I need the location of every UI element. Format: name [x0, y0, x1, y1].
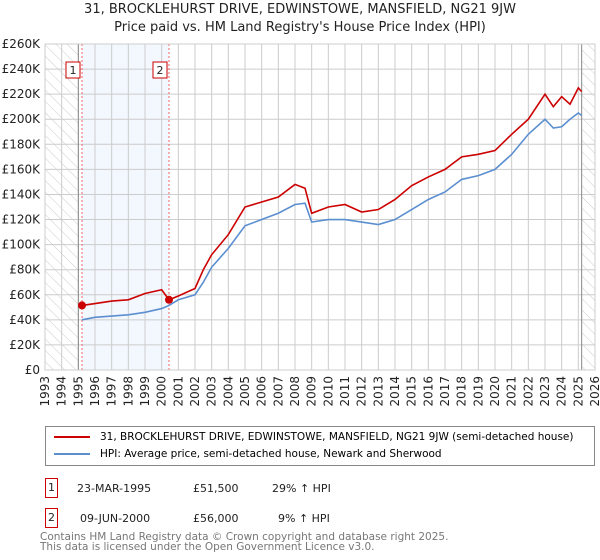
sale-flag-box [152, 61, 168, 79]
x-tick-label: 2016 [421, 376, 435, 407]
x-tick-label: 2022 [521, 376, 535, 407]
y-tick-label: £20K [9, 338, 41, 352]
legend: 31, BROCKLEHURST DRIVE, EDWINSTOWE, MANS… [45, 426, 595, 466]
x-tick-label: 2017 [438, 376, 452, 407]
post-data-hatch [581, 44, 595, 370]
x-tick-label: 2010 [321, 376, 335, 407]
sale-point [78, 301, 86, 310]
x-tick-label: 2012 [355, 376, 369, 407]
y-tick-label: £0 [25, 363, 40, 377]
legend-swatch-hpi [54, 453, 90, 455]
chart-subtitle: Price paid vs. HM Land Registry's House … [114, 20, 486, 35]
x-tick-label: 2014 [388, 376, 402, 407]
footer-copyright: Contains HM Land Registry data © Crown c… [40, 531, 449, 543]
x-tick-label: 2001 [171, 376, 185, 407]
x-tick-label: 2026 [588, 376, 600, 407]
sale-marker-label: 2 [45, 508, 58, 528]
x-tick-label: 2013 [371, 376, 385, 407]
chart-title: 31, BROCKLEHURST DRIVE, EDWINSTOWE, MANS… [84, 2, 516, 17]
y-tick-label: £200K [2, 112, 42, 126]
x-tick-label: 1998 [121, 376, 135, 407]
sale-date: 23-MAR-1995 [77, 482, 152, 495]
x-tick-label: 2025 [571, 376, 585, 407]
sale-price: £51,500 [193, 482, 239, 495]
legend-swatch-property [54, 436, 90, 438]
x-tick-label: 2006 [255, 376, 269, 407]
x-tick-label: 1996 [88, 376, 102, 407]
y-tick-label: £60K [9, 288, 41, 302]
sale-price: £56,000 [193, 512, 239, 525]
x-tick-label: 1993 [38, 376, 52, 407]
legend-label-hpi: HPI: Average price, semi-detached house,… [100, 448, 442, 460]
x-tick-label: 1995 [71, 376, 85, 407]
x-tick-label: 2003 [205, 376, 219, 407]
sale-flag-label: 2 [157, 64, 164, 77]
sale-hpi-diff: 9% ↑ HPI [278, 512, 330, 525]
y-tick-label: £100K [2, 238, 42, 252]
y-tick-label: £220K [2, 87, 42, 101]
x-tick-label: 1999 [138, 376, 152, 407]
y-tick-label: £140K [2, 187, 42, 201]
x-tick-label: 2002 [188, 376, 202, 407]
sale-hpi-diff: 29% ↑ HPI [272, 482, 331, 495]
sale-marker-label: 1 [45, 478, 58, 498]
x-tick-label: 2020 [488, 376, 502, 407]
x-tick-label: 1994 [55, 376, 69, 407]
x-tick-label: 2018 [455, 376, 469, 407]
sale-flag-label: 1 [70, 64, 77, 77]
plot-border [44, 43, 596, 371]
x-tick-label: 2009 [305, 376, 319, 407]
x-tick-label: 2008 [288, 376, 302, 407]
plot-area: 1993 1994 1995 1996 1997 1998 1999 2000 2001 2002… [2, 37, 600, 407]
x-tick-label: 2021 [505, 376, 519, 407]
y-tick-label: £240K [2, 62, 42, 76]
x-tick-label: 1997 [105, 376, 119, 407]
x-tick-label: 2023 [538, 376, 552, 407]
x-tick-label: 2005 [238, 376, 252, 407]
hpi-line [81, 111, 583, 321]
x-tick-label: 2024 [555, 376, 569, 407]
x-tick-label: 2019 [471, 376, 485, 407]
y-tick-label: £80K [9, 263, 41, 277]
y-tick-label: £120K [2, 213, 42, 227]
y-tick-label: £40K [9, 313, 41, 327]
x-tick-label: 2015 [405, 376, 419, 407]
legend-label-property: 31, BROCKLEHURST DRIVE, EDWINSTOWE, MANS… [100, 431, 574, 443]
x-tick-label: 2000 [155, 376, 169, 407]
x-tick-label: 2007 [271, 376, 285, 407]
x-tick-label: 2011 [338, 376, 352, 407]
y-tick-label: £260K [2, 37, 42, 51]
x-tick-label: 2004 [221, 376, 235, 407]
sale-point [165, 295, 173, 304]
y-tick-label: £180K [2, 137, 42, 151]
sale-flag-box [65, 61, 81, 79]
sale-date: 09-JUN-2000 [80, 512, 151, 525]
y-tick-label: £160K [2, 162, 42, 176]
footer-licence: This data is licensed under the Open Gov… [40, 541, 375, 553]
